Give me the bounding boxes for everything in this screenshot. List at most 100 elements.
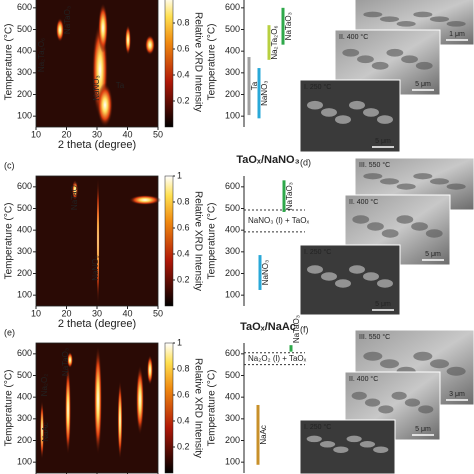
colorbar <box>164 0 174 128</box>
x-axis-label: 2 theta (degree) <box>58 139 136 151</box>
y-tick-label: 200 <box>17 435 32 445</box>
sem-texture <box>357 55 374 64</box>
y-tick-label: 200 <box>225 435 240 445</box>
y-tick-label: 600 <box>17 2 32 12</box>
x-tick-label: 20 <box>61 129 71 139</box>
panel-label: (c) <box>4 160 15 170</box>
phase-annotation: Na₂O₂ <box>40 374 49 397</box>
sem-label: III. 550 °C <box>359 333 390 341</box>
sem-texture <box>306 435 322 443</box>
y-tick-label: 100 <box>225 457 240 467</box>
phase-bar <box>256 404 260 465</box>
intensity-streak <box>98 3 108 53</box>
phase-title: TaOₓ/NaNO₃ <box>236 154 299 166</box>
sem-texture <box>363 351 383 361</box>
phase-annotation: NaTaO₃ <box>61 348 70 376</box>
intensity-streak <box>72 180 78 200</box>
sem-texture <box>411 222 428 231</box>
y-tick-label: 400 <box>17 46 32 56</box>
x-tick-label: 30 <box>92 308 102 318</box>
colorbar-tick-label: 0.8 <box>177 17 190 27</box>
colorbar-tick-label: 0.2 <box>177 95 190 105</box>
sem-label: III. 550 °C <box>359 161 390 169</box>
sem-texture <box>349 265 365 274</box>
y-axis-label: Temperature (°C) <box>4 203 15 280</box>
phase-bar <box>282 180 286 212</box>
y-axis-label: Temperature (°C) <box>4 24 15 101</box>
y-tick-label: 200 <box>225 89 240 99</box>
x-tick-label: 30 <box>92 129 102 139</box>
sem-texture <box>335 279 351 288</box>
y-tick-label: 100 <box>225 290 240 300</box>
colorbar-tick-label: 0.2 <box>177 274 190 284</box>
sem-texture <box>359 441 376 448</box>
sem-texture <box>321 272 337 281</box>
sem-texture <box>446 183 466 190</box>
phase-bar <box>257 68 261 119</box>
colorbar-tick-label: 0.2 <box>177 441 190 451</box>
sem-texture <box>373 446 389 453</box>
y-axis-label: Temperature (°C) <box>207 370 218 447</box>
x-tick-label: 10 <box>31 129 41 139</box>
sem-texture <box>379 16 400 22</box>
panel-label: (f) <box>300 324 309 334</box>
scale-label: 5 μm <box>415 426 431 433</box>
sem-texture <box>352 215 370 224</box>
panel-label: (d) <box>300 157 311 167</box>
sem-texture <box>349 100 365 110</box>
y-axis-label: Temperature (°C) <box>4 370 15 447</box>
intensity-streak <box>147 355 153 385</box>
y-tick-label: 600 <box>225 348 240 358</box>
sem-texture <box>386 48 404 57</box>
phase-annotation: NaTaO₃ <box>63 6 72 34</box>
sem-texture <box>321 108 337 117</box>
sem-texture <box>363 108 379 117</box>
phase-title: TaOₓ/NaAc <box>240 321 296 333</box>
scale-label: 1 μm <box>449 31 465 38</box>
y-tick-label: 300 <box>17 67 32 77</box>
panel-label: (e) <box>4 327 15 337</box>
y-tick-label: 300 <box>225 246 240 256</box>
y-tick-label: 400 <box>17 225 32 235</box>
y-axis-label: Temperature (°C) <box>207 24 218 101</box>
sem-texture <box>333 446 349 453</box>
y-tick-label: 200 <box>17 268 32 278</box>
sem-texture <box>418 405 434 414</box>
sem-label: I. 250 °C <box>304 423 331 431</box>
scale-label: 5 μm <box>425 251 441 258</box>
intensity-streak <box>117 380 123 460</box>
sem-texture <box>396 215 414 224</box>
intensity-streak <box>65 365 71 455</box>
colorbar-tick-label: 0.8 <box>177 363 190 373</box>
sem-texture <box>363 173 383 180</box>
sem-texture <box>396 21 416 27</box>
colorbar-label: Relative XRD Intensity <box>192 358 203 458</box>
colorbar-tick-label: 0.6 <box>177 389 190 399</box>
scale-label: 3 μm <box>449 391 465 398</box>
y-tick-label: 100 <box>17 111 32 121</box>
phase-bar-label: Na₂Ta₂O₆ <box>270 25 279 59</box>
sem-texture <box>381 229 399 238</box>
x-tick-label: 20 <box>61 308 71 318</box>
y-tick-label: 300 <box>17 413 32 423</box>
sem-texture <box>319 441 336 448</box>
phase-note: NaNO₃ (l) + TaOₓ <box>248 216 309 225</box>
phase-bar-label: NaAc <box>259 425 268 445</box>
phase-bar-label: NaTaO₃ <box>292 315 301 343</box>
intensity-streak <box>97 83 113 127</box>
y-tick-label: 600 <box>17 348 32 358</box>
sem-texture <box>413 11 433 18</box>
sem-texture <box>363 272 379 281</box>
y-tick-label: 400 <box>17 392 32 402</box>
y-tick-label: 600 <box>17 181 32 191</box>
colorbar-tick-label: 0.6 <box>177 43 190 53</box>
phase-annotation: NaAc <box>41 422 50 442</box>
colorbar-label: Relative XRD Intensity <box>192 191 203 291</box>
sem-texture <box>371 61 389 70</box>
sem-label: II. 400 °C <box>339 33 368 41</box>
y-tick-label: 500 <box>17 24 32 34</box>
sem-label: II. 400 °C <box>349 198 378 206</box>
sem-texture <box>446 21 466 27</box>
colorbar-tick-label: 0.8 <box>177 196 190 206</box>
